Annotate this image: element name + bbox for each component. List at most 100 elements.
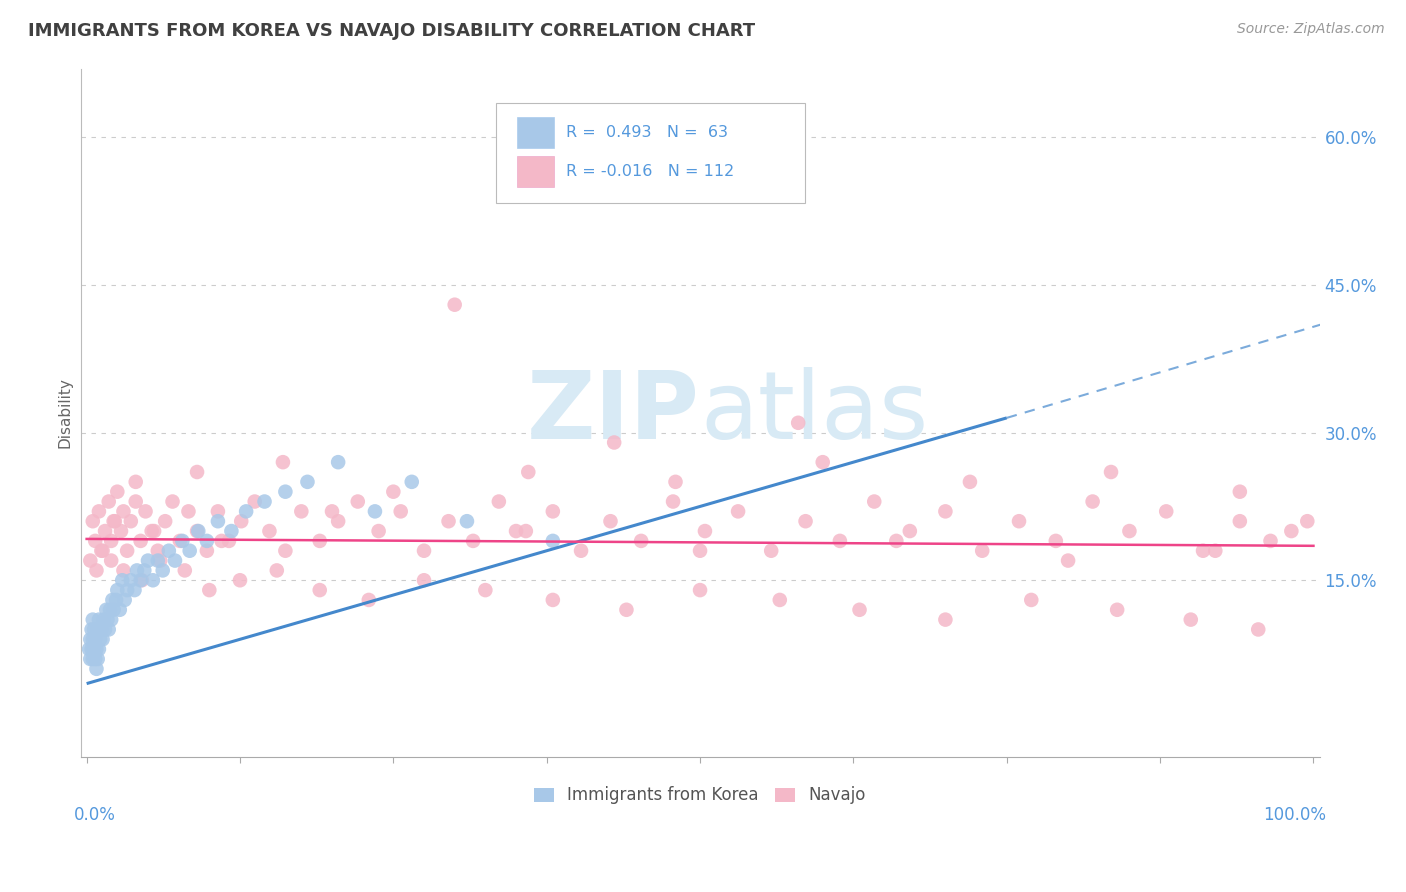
Point — [321, 504, 343, 518]
Point — [616, 603, 638, 617]
Legend: Immigrants from Korea, Navajo: Immigrants from Korea, Navajo — [527, 780, 873, 811]
Text: 0.0%: 0.0% — [75, 805, 117, 823]
Point — [211, 533, 233, 548]
Point — [86, 623, 108, 637]
Point — [689, 543, 711, 558]
Point — [135, 504, 157, 518]
Point — [80, 642, 103, 657]
Point — [727, 504, 749, 518]
Point — [79, 553, 101, 567]
Point — [153, 514, 176, 528]
Point — [218, 533, 240, 548]
Point — [111, 574, 134, 588]
Point — [105, 593, 128, 607]
Point — [157, 543, 180, 558]
Point — [1296, 514, 1319, 528]
Point — [82, 514, 104, 528]
Point — [110, 524, 132, 538]
Point — [142, 574, 165, 588]
Point — [1081, 494, 1104, 508]
FancyBboxPatch shape — [516, 117, 554, 148]
Point — [136, 553, 159, 567]
Point — [98, 603, 121, 617]
Point — [80, 623, 103, 637]
Point — [100, 613, 122, 627]
Point — [367, 524, 389, 538]
Point — [162, 494, 184, 508]
Point — [221, 524, 243, 538]
Point — [97, 494, 120, 508]
Point — [297, 475, 319, 489]
Point — [149, 553, 172, 567]
Point — [761, 543, 783, 558]
Point — [143, 524, 166, 538]
Point — [172, 533, 194, 548]
Point — [863, 494, 886, 508]
Point — [848, 603, 870, 617]
Point — [259, 524, 281, 538]
Point — [186, 465, 208, 479]
Point — [413, 574, 436, 588]
Point — [769, 593, 792, 607]
Point — [82, 632, 104, 647]
Point — [93, 613, 115, 627]
Text: R = -0.016   N = 112: R = -0.016 N = 112 — [567, 164, 734, 179]
Point — [1247, 623, 1270, 637]
Point — [515, 524, 537, 538]
Point — [243, 494, 266, 508]
Point — [811, 455, 834, 469]
Point — [346, 494, 368, 508]
Point — [103, 603, 125, 617]
Point — [125, 494, 148, 508]
Text: R =  0.493   N =  63: R = 0.493 N = 63 — [567, 125, 728, 140]
Point — [775, 130, 797, 145]
Point — [456, 514, 478, 528]
Point — [90, 623, 112, 637]
Point — [115, 543, 138, 558]
Point — [96, 603, 118, 617]
Point — [86, 652, 108, 666]
Point — [112, 563, 135, 577]
Point — [91, 632, 114, 647]
Point — [229, 574, 252, 588]
Text: IMMIGRANTS FROM KOREA VS NAVAJO DISABILITY CORRELATION CHART: IMMIGRANTS FROM KOREA VS NAVAJO DISABILI… — [28, 22, 755, 40]
Point — [146, 543, 169, 558]
Point — [146, 553, 169, 567]
Point — [541, 593, 564, 607]
Point — [326, 455, 349, 469]
Point — [603, 435, 626, 450]
Point — [198, 583, 221, 598]
Point — [1229, 514, 1251, 528]
Point — [173, 563, 195, 577]
Point — [1008, 514, 1031, 528]
FancyBboxPatch shape — [516, 156, 554, 187]
Point — [125, 475, 148, 489]
Point — [505, 524, 527, 538]
Point — [120, 514, 142, 528]
Point — [103, 514, 125, 528]
Point — [84, 533, 107, 548]
Point — [266, 563, 288, 577]
Point — [461, 533, 484, 548]
Point — [443, 298, 465, 312]
Point — [84, 632, 107, 647]
Point — [129, 533, 152, 548]
Point — [1045, 533, 1067, 548]
Point — [86, 563, 108, 577]
Point — [87, 613, 110, 627]
Point — [105, 583, 128, 598]
Point — [569, 543, 592, 558]
Text: Source: ZipAtlas.com: Source: ZipAtlas.com — [1237, 22, 1385, 37]
Point — [413, 543, 436, 558]
Point — [94, 623, 117, 637]
Point — [82, 652, 104, 666]
Point — [662, 494, 685, 508]
Point — [186, 524, 208, 538]
Point — [152, 563, 174, 577]
Point — [90, 543, 112, 558]
Point — [474, 583, 496, 598]
Point — [177, 504, 200, 518]
Text: 100.0%: 100.0% — [1263, 805, 1326, 823]
Point — [1229, 484, 1251, 499]
Point — [235, 504, 257, 518]
